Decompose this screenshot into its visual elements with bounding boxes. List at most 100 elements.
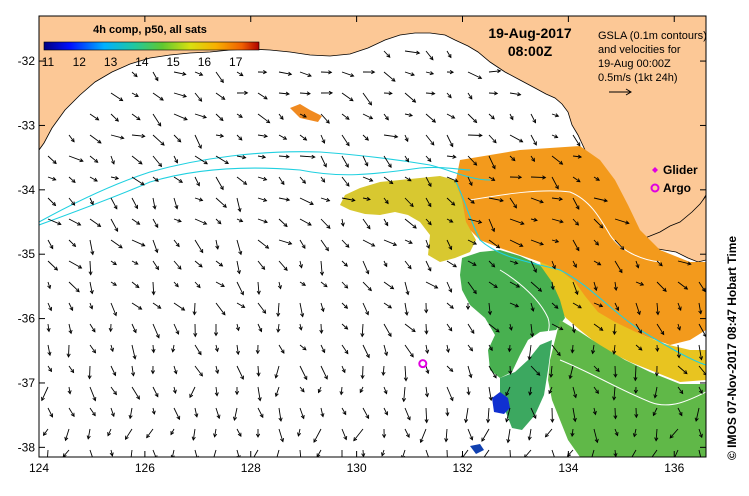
velocity-arrow-head	[391, 77, 396, 82]
velocity-arrow	[257, 260, 265, 270]
velocity-arrow	[110, 218, 118, 232]
velocity-arrow	[572, 281, 579, 295]
velocity-arrow	[446, 302, 454, 309]
velocity-arrow-head	[215, 245, 220, 250]
velocity-arrow	[383, 260, 388, 267]
velocity-arrow-head	[449, 142, 454, 148]
velocity-arrow-head	[136, 395, 140, 400]
velocity-arrow-head	[449, 70, 455, 75]
velocity-arrow	[404, 260, 412, 269]
velocity-arrow	[110, 449, 113, 456]
velocity-arrow	[152, 218, 159, 228]
velocity-arrow-head	[509, 115, 514, 121]
velocity-arrow-head	[256, 290, 261, 295]
velocity-arrow-head	[677, 306, 682, 311]
velocity-arrow-head	[430, 141, 435, 146]
velocity-arrow-head	[108, 327, 113, 333]
velocity-arrow-head	[301, 244, 306, 250]
velocity-arrow-head	[274, 392, 279, 398]
velocity-arrow	[593, 239, 599, 246]
velocity-arrow-head	[577, 154, 583, 159]
velocity-arrow-head	[159, 96, 164, 101]
velocity-arrow-head	[113, 311, 117, 317]
velocity-arrow-head	[261, 265, 266, 271]
velocity-arrow-head	[635, 264, 640, 269]
velocity-arrow-head	[427, 182, 432, 188]
velocity-arrow	[236, 344, 239, 355]
velocity-arrow	[593, 428, 598, 443]
velocity-arrow-head	[298, 326, 303, 331]
velocity-arrow-head	[614, 431, 619, 437]
velocity-arrow	[320, 239, 329, 251]
velocity-arrow-head	[559, 219, 564, 224]
velocity-arrow	[320, 344, 326, 353]
velocity-arrow	[152, 239, 158, 253]
velocity-arrow	[320, 176, 325, 183]
velocity-arrow-head	[468, 373, 473, 379]
velocity-arrow-head	[407, 265, 412, 270]
velocity-arrow	[404, 197, 414, 207]
velocity-arrow	[170, 428, 175, 435]
velocity-arrow	[236, 323, 240, 331]
velocity-arrow-head	[221, 96, 226, 100]
velocity-arrow-head	[88, 271, 93, 276]
y-tick-label: -37	[18, 376, 36, 390]
velocity-arrow-head	[196, 182, 200, 187]
velocity-arrow	[194, 260, 203, 268]
velocity-arrow-head	[234, 390, 240, 396]
velocity-arrow	[110, 281, 117, 286]
velocity-arrow	[507, 428, 511, 443]
velocity-arrow	[299, 260, 303, 268]
velocity-arrow-head	[155, 334, 160, 339]
velocity-arrow	[425, 197, 432, 207]
velocity-arrow-head	[469, 436, 474, 441]
velocity-arrow-head	[224, 160, 230, 164]
velocity-arrow	[129, 407, 133, 419]
velocity-arrow	[257, 113, 270, 124]
velocity-arrow-head	[177, 138, 182, 143]
velocity-arrow	[425, 71, 434, 75]
velocity-arrow-head	[220, 283, 225, 287]
velocity-arrow	[425, 176, 432, 187]
velocity-arrow-head	[424, 393, 430, 398]
velocity-arrow-head	[182, 93, 187, 98]
velocity-arrow-head	[285, 91, 290, 96]
velocity-arrow	[656, 302, 659, 315]
sst-cool-region-3	[500, 340, 552, 430]
velocity-arrow	[299, 197, 314, 205]
velocity-arrow-head	[198, 263, 203, 268]
velocity-arrow-head	[317, 388, 322, 394]
sst-mid-region	[340, 176, 476, 262]
velocity-arrow-head	[445, 412, 450, 417]
velocity-arrow	[635, 281, 644, 286]
velocity-arrow	[257, 197, 267, 202]
velocity-arrow-head	[366, 196, 371, 201]
gsla-contour-2	[39, 166, 471, 226]
velocity-arrow-head	[517, 92, 522, 97]
velocity-arrow-head	[683, 285, 689, 290]
velocity-arrow-head	[93, 177, 98, 182]
velocity-arrow	[404, 344, 414, 358]
velocity-arrow-head	[214, 392, 219, 397]
velocity-arrow	[131, 302, 142, 310]
velocity-arrow-head	[151, 291, 156, 296]
velocity-arrow	[277, 323, 280, 333]
velocity-arrow	[89, 134, 102, 144]
velocity-arrow	[152, 344, 155, 353]
velocity-arrow	[359, 386, 364, 393]
velocity-arrow	[572, 218, 579, 226]
velocity-arrow-head	[654, 437, 659, 442]
velocity-arrow	[677, 260, 691, 265]
velocity-arrow-head	[302, 136, 308, 141]
velocity-arrow	[341, 428, 347, 440]
velocity-arrow-head	[323, 163, 327, 168]
x-tick-label: 136	[664, 461, 684, 475]
velocity-arrow	[194, 365, 203, 377]
velocity-arrow-head	[307, 73, 312, 77]
velocity-arrow	[404, 155, 409, 162]
velocity-arrow-head	[533, 268, 537, 273]
velocity-arrow-head	[131, 372, 136, 377]
velocity-arrow	[299, 92, 311, 95]
velocity-arrow-head	[544, 433, 549, 438]
